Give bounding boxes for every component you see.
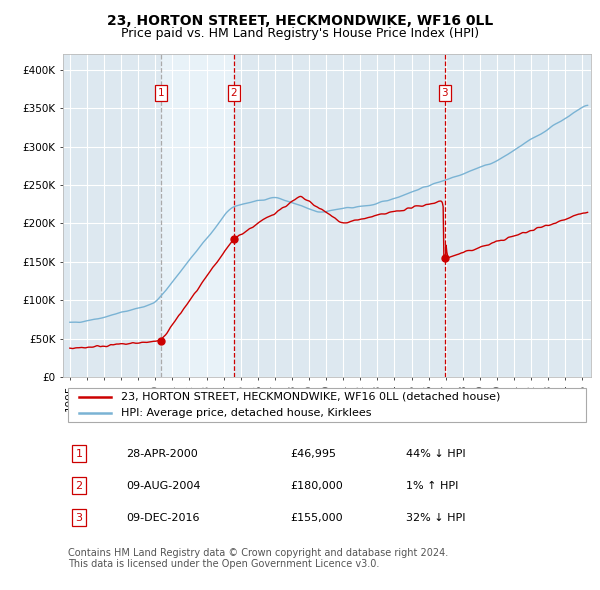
Text: 28-APR-2000: 28-APR-2000 (127, 449, 198, 458)
Text: 1: 1 (157, 88, 164, 98)
FancyBboxPatch shape (68, 388, 586, 422)
Text: £180,000: £180,000 (290, 481, 343, 491)
Bar (161, 54, 234, 377)
Text: 23, HORTON STREET, HECKMONDWIKE, WF16 0LL: 23, HORTON STREET, HECKMONDWIKE, WF16 0L… (107, 14, 493, 28)
Text: 23, HORTON STREET, HECKMONDWIKE, WF16 0LL (detached house): 23, HORTON STREET, HECKMONDWIKE, WF16 0L… (121, 392, 500, 402)
Text: £155,000: £155,000 (290, 513, 343, 523)
Text: £46,995: £46,995 (290, 449, 336, 458)
Text: 44% ↓ HPI: 44% ↓ HPI (406, 449, 466, 458)
Text: 2: 2 (75, 481, 82, 491)
Text: 32% ↓ HPI: 32% ↓ HPI (406, 513, 466, 523)
Text: HPI: Average price, detached house, Kirklees: HPI: Average price, detached house, Kirk… (121, 408, 371, 418)
Text: Price paid vs. HM Land Registry's House Price Index (HPI): Price paid vs. HM Land Registry's House … (121, 27, 479, 40)
Text: 1: 1 (76, 449, 82, 458)
Text: 2: 2 (231, 88, 238, 98)
Text: 09-AUG-2004: 09-AUG-2004 (127, 481, 201, 491)
Text: 1% ↑ HPI: 1% ↑ HPI (406, 481, 458, 491)
Text: 3: 3 (76, 513, 82, 523)
Text: 3: 3 (442, 88, 448, 98)
Text: 09-DEC-2016: 09-DEC-2016 (127, 513, 200, 523)
Text: Contains HM Land Registry data © Crown copyright and database right 2024.
This d: Contains HM Land Registry data © Crown c… (68, 548, 449, 569)
